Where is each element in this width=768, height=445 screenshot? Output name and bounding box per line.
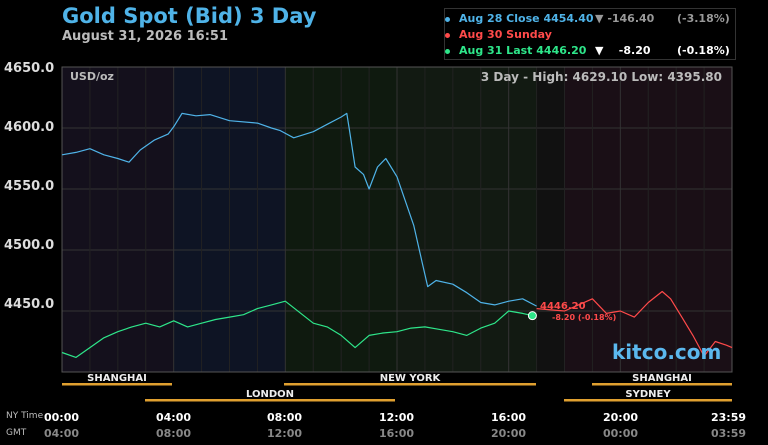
legend-change: -146.40 (607, 12, 655, 25)
session-bar (564, 399, 732, 402)
down-arrow-icon: ▼ (595, 44, 604, 57)
y-tick-label: 4500.0 (4, 238, 55, 253)
gmt-tick: 04:00 (44, 427, 80, 440)
last-point-marker (527, 311, 537, 321)
down-arrow-icon: ▼ (595, 12, 604, 25)
legend-dot-icon (445, 49, 450, 54)
session-label-new-york: NEW YORK (379, 373, 441, 384)
gmt-tick: 00:00 (603, 427, 639, 440)
session-label-shanghai: SHANGHAI (87, 373, 147, 384)
legend-label: Aug 31 Last (459, 44, 533, 57)
session-bar (284, 383, 536, 386)
session-bar (145, 399, 395, 402)
ny-time-label: NY Time (6, 411, 44, 421)
y-tick-label: 4550.0 (4, 179, 55, 194)
legend-pct: (-3.18%) (677, 12, 730, 25)
ny-tick: 23:59 (711, 411, 747, 424)
legend-change: -8.20 (618, 44, 651, 57)
ny-tick: 20:00 (603, 411, 639, 424)
session-band (397, 67, 537, 372)
ny-tick: 00:00 (44, 411, 80, 424)
series-line-aug-28-close (61, 112, 537, 307)
ny-tick: 12:00 (379, 411, 415, 424)
legend-pct: (-0.18%) (677, 44, 730, 57)
legend-value: 4446.20 (536, 44, 587, 57)
gmt-tick: 03:59 (711, 427, 747, 440)
last-change-label: -8.20 (-0.18%) (552, 313, 617, 322)
ny-tick: 16:00 (491, 411, 527, 424)
legend-label: Aug 28 Close (459, 12, 540, 25)
session-bar (62, 383, 172, 386)
chart-title: Gold Spot (Bid) 3 Day (62, 4, 317, 28)
market-closed-band (536, 67, 565, 372)
legend-dot-icon (445, 33, 450, 38)
legend-label: Aug 30 Sunday (459, 28, 552, 41)
gmt-tick: 20:00 (491, 427, 527, 440)
series-line-aug-30-sunday (536, 290, 733, 357)
y-tick-label: 4600.0 (4, 120, 55, 135)
y-tick-label: 4650.0 (4, 61, 55, 76)
kitco-watermark: kitco.com (612, 340, 722, 364)
session-label-sydney: SYDNEY (625, 389, 671, 400)
session-label-shanghai-2: SHANGHAI (632, 373, 692, 384)
gmt-label: GMT (6, 428, 27, 438)
legend: Aug 28 Close 4454.40 ▼ -146.40 (-3.18%) … (444, 8, 736, 60)
chart-datetime: August 31, 2026 16:51 (62, 29, 228, 44)
gmt-tick: 16:00 (379, 427, 415, 440)
plot-frame (61, 66, 733, 373)
ny-tick: 04:00 (156, 411, 192, 424)
session-label-london: LONDON (245, 389, 295, 400)
legend-dot-icon (445, 17, 450, 22)
y-unit-label: USD/oz (70, 70, 114, 83)
high-low-label: 3 Day - High: 4629.10 Low: 4395.80 (480, 70, 722, 84)
ny-tick: 08:00 (267, 411, 303, 424)
last-price-label: 4446.20 (540, 301, 586, 312)
legend-value: 4454.40 (543, 12, 594, 25)
gmt-tick: 08:00 (156, 427, 192, 440)
gmt-tick: 12:00 (267, 427, 303, 440)
series-line-aug-31-last (61, 300, 533, 358)
session-bar (592, 383, 732, 386)
y-tick-label: 4450.0 (4, 297, 55, 312)
